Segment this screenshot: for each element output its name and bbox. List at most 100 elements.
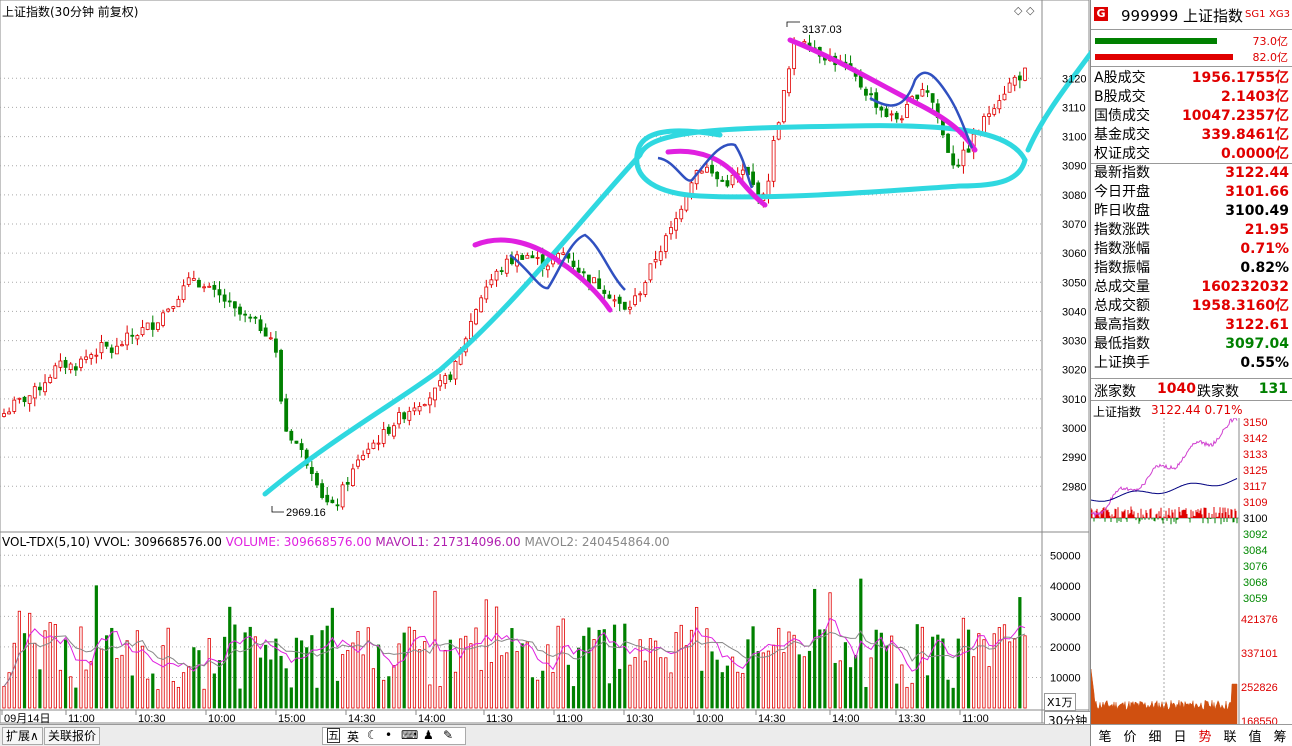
down-count: 131	[1258, 381, 1288, 397]
volume-bar	[766, 650, 771, 709]
y-tick-label: 3110	[1062, 102, 1086, 114]
moon-icon[interactable]: ☾	[367, 728, 378, 742]
volume-bar	[828, 592, 832, 709]
volume-bar	[453, 671, 458, 709]
candle	[7, 407, 12, 415]
candle	[48, 374, 53, 384]
volume-bar	[192, 647, 196, 709]
candle	[648, 263, 653, 283]
quote-row: 权证成交 0.0000亿	[1094, 145, 1289, 164]
volume-bar	[366, 627, 370, 709]
ime-mode-icon[interactable]: 五	[327, 728, 340, 743]
candle	[386, 424, 391, 436]
volume-bar	[556, 625, 560, 709]
quote-row-label: 最低指数	[1094, 336, 1150, 352]
xg-label[interactable]: XG3	[1269, 9, 1290, 20]
volume-bar	[392, 665, 396, 709]
stock-name: 999999 上证指数	[1121, 7, 1244, 25]
right-tab[interactable]: 价	[1123, 730, 1137, 745]
vol-y-tick-label: 30000	[1050, 611, 1081, 623]
english-toggle[interactable]: 英	[347, 730, 360, 744]
volume-bar	[223, 636, 227, 709]
volume-bar	[58, 669, 63, 709]
volume-bar	[176, 686, 181, 709]
volume-bar	[890, 635, 894, 709]
volume-bar	[428, 684, 432, 709]
candle	[525, 252, 530, 259]
right-tab[interactable]: 势	[1198, 730, 1212, 745]
candle	[899, 115, 904, 124]
right-tab[interactable]: 笔	[1098, 730, 1112, 745]
volume-bar	[571, 686, 576, 709]
mini-price-tick: 3092	[1243, 529, 1267, 541]
volume-bar	[607, 683, 612, 709]
candle	[530, 250, 535, 259]
volume-bar	[33, 642, 37, 709]
mini-price-tick: 3076	[1243, 561, 1267, 573]
volume-bar	[238, 688, 242, 709]
intraday-chart[interactable]: 3150 3142 3133 3125 3117 3109 3100 3092 3084 3076…	[1091, 418, 1292, 724]
g-badge[interactable]: G	[1094, 7, 1108, 21]
candle	[130, 328, 135, 345]
right-tab[interactable]: 细	[1148, 730, 1162, 745]
mavol2-value: MAVOL2: 240454864.00	[524, 535, 670, 549]
candle	[135, 334, 140, 346]
right-tab[interactable]: 值	[1248, 730, 1262, 745]
candle	[602, 285, 607, 299]
candle	[499, 266, 504, 275]
volume-bar	[659, 657, 663, 709]
candle	[63, 356, 68, 375]
volume-bar	[910, 682, 914, 709]
keyboard-icon[interactable]: ⌨	[401, 728, 419, 742]
candle	[643, 280, 648, 298]
candle	[704, 162, 709, 173]
right-tab[interactable]: 联	[1223, 730, 1237, 745]
mini-price-tick: 3125	[1243, 465, 1267, 477]
right-tab[interactable]: 日	[1173, 730, 1187, 745]
candle	[468, 313, 473, 340]
diamond-icons[interactable]: ◇ ◇	[1014, 4, 1035, 17]
candle	[607, 290, 612, 299]
wrench-icon[interactable]: ✎	[443, 728, 454, 742]
y-tick-label: 3030	[1062, 336, 1086, 348]
volume-bar	[274, 638, 278, 709]
expand-tab[interactable]: 扩展∧	[2, 727, 43, 745]
quote-row-value: 3097.04	[1225, 336, 1289, 352]
dot-icon[interactable]: •	[385, 728, 393, 742]
sg-label[interactable]: SG1	[1245, 9, 1266, 20]
volume-bar	[99, 648, 104, 709]
candle	[397, 407, 401, 429]
quote-row: 国债成交 10047.2357亿	[1094, 107, 1289, 126]
candle	[166, 307, 171, 313]
volume-bar	[320, 630, 324, 709]
volume-bar	[325, 625, 329, 709]
volume-bar	[269, 659, 273, 709]
volume-unit: X1万	[1044, 693, 1076, 711]
quote-row-label: 指数振幅	[1094, 260, 1150, 276]
volume-bar	[992, 633, 996, 709]
volume-bar	[402, 632, 406, 709]
volume-bar	[243, 632, 247, 709]
vol-y-tick-label: 10000	[1050, 672, 1081, 684]
candle	[520, 252, 525, 260]
ime-toolbar[interactable]: 五 英 ☾ • ⌨ ♟ ✎	[322, 727, 466, 745]
right-tab[interactable]: 筹	[1273, 730, 1287, 745]
mini-price-tick: 3133	[1243, 449, 1267, 461]
user-icon[interactable]: ♟	[423, 728, 434, 742]
candle	[725, 174, 730, 188]
volume-bar	[618, 668, 622, 709]
chart-frame	[0, 0, 1090, 724]
volume-bar	[110, 627, 114, 709]
candle	[279, 348, 283, 405]
volume-bar	[561, 618, 565, 709]
related-quote-tab[interactable]: 关联报价	[44, 727, 101, 745]
volume-bar	[741, 672, 745, 709]
y-tick-label: 3010	[1062, 394, 1086, 406]
kline-chart[interactable]: 10000 20000 30000 40000 50000 3137.03 2969.16…	[0, 0, 1090, 740]
candle	[638, 291, 643, 302]
volume-bar	[818, 629, 822, 709]
volume-bar	[382, 679, 386, 709]
mavol1-value: MAVOL1: 217314096.00	[375, 535, 521, 549]
volume-bar	[330, 607, 334, 709]
volume-bar	[951, 687, 955, 709]
